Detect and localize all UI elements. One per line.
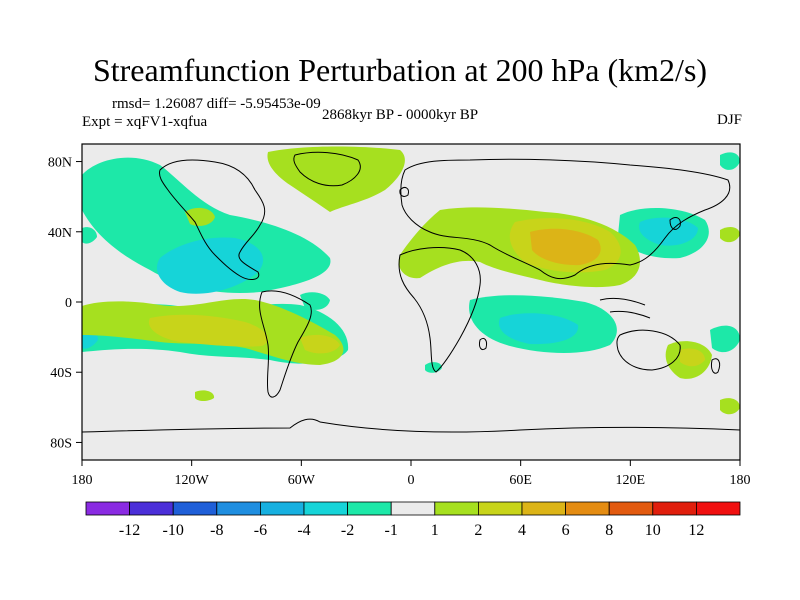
stats-line: rmsd= 1.26087 diff= -5.95453e-09 (112, 96, 321, 112)
contour-neg2-indian (498, 313, 579, 345)
contour-field (82, 146, 740, 415)
lon-tick-label: 120E (616, 473, 646, 488)
colorbar-swatch (696, 501, 741, 516)
colorbar-label: 10 (645, 522, 661, 539)
colorbar-swatch (303, 501, 348, 516)
colorbar-swatch (216, 501, 261, 516)
axis-ticks (76, 161, 741, 466)
colorbar-label: 2 (474, 522, 482, 539)
colorbar-swatch (85, 501, 130, 516)
colorbar-label: 4 (518, 522, 526, 539)
chart-title: Streamfunction Perturbation at 200 hPa (… (92, 52, 708, 88)
colorbar-swatch (259, 501, 305, 516)
colorbar-label: -4 (297, 522, 310, 539)
coast-north-america (159, 159, 266, 280)
coast-australia (616, 329, 681, 371)
contour-pos2-south-atlantic (300, 334, 340, 354)
colorbar-swatch (434, 501, 479, 516)
colorbar-swatch (129, 501, 174, 516)
colorbar-swatch (347, 501, 392, 516)
lon-tick-label: 120W (175, 473, 210, 488)
coast-africa (398, 247, 481, 373)
coast-south-america (259, 290, 312, 398)
coast-antarctica (82, 418, 740, 433)
experiment-label: Expt = xqFV1-xqfua (82, 114, 208, 130)
colorbar-swatch (565, 501, 610, 516)
colorbar-swatch (521, 501, 566, 516)
colorbar: -12 -10 -8 -6 -4 -2 -1 1 2 4 6 8 10 12 (85, 501, 741, 539)
contour-neg2-japan (639, 217, 698, 246)
axis-tick-labels: 180 120W 60W 0 60E 120E 180 80N 40N 0 40S 80S (48, 156, 751, 488)
colorbar-swatch (172, 501, 218, 516)
lat-tick-label: 40N (48, 226, 72, 241)
coast-japan (669, 217, 681, 230)
colorbar-label: -12 (119, 522, 140, 539)
lon-tick-label: 60E (509, 473, 532, 488)
lon-tick-label: 180 (730, 473, 751, 488)
lat-tick-label: 0 (65, 296, 72, 311)
contour-neg2-central-america (156, 237, 264, 294)
contour-pos4-asia (530, 228, 601, 266)
colorbar-label: -6 (254, 522, 267, 539)
period-label: 2868kyr BP - 0000kyr BP (322, 107, 479, 123)
coastlines (82, 151, 740, 433)
contour-pos1-east-pacific (720, 227, 740, 243)
lon-tick-label: 180 (72, 473, 93, 488)
contour-neg1-north-pacific (720, 152, 740, 170)
colorbar-label: 12 (688, 522, 704, 539)
lat-tick-label: 80S (50, 436, 72, 451)
coast-uk (399, 187, 409, 197)
colorbar-swatch (390, 501, 436, 516)
contour-neg1-east-atlantic (300, 292, 330, 310)
colorbar-label: -1 (385, 522, 398, 539)
colorbar-swatch (608, 501, 654, 516)
contour-neg1-pacific (82, 157, 331, 294)
coast-indonesia (599, 297, 651, 319)
lat-tick-label: 80N (48, 156, 72, 171)
coast-madagascar (479, 337, 487, 351)
contour-pos2-australia (680, 348, 705, 367)
contour-neg1-east-pacific (82, 227, 97, 244)
coast-new-zealand (711, 358, 721, 374)
colorbar-label: 6 (562, 522, 570, 539)
coast-eurasia (400, 158, 731, 280)
colorbar-label: 8 (605, 522, 613, 539)
colorbar-label: 1 (431, 522, 439, 539)
coast-greenland (293, 151, 361, 187)
season-label: DJF (716, 112, 742, 128)
colorbar-label: -2 (341, 522, 354, 539)
contour-pos1-south-pacific (720, 398, 740, 415)
contour-pos1-greenland (267, 146, 405, 212)
colorbar-swatch (477, 501, 523, 516)
contour-neg1-tasman (710, 325, 740, 353)
colorbar-label: -10 (163, 522, 184, 539)
lat-tick-label: 40S (50, 366, 72, 381)
colorbar-swatch (652, 501, 697, 516)
contour-pos1-south-atlantic (195, 390, 215, 401)
contour-pos1-atlantic-blob (185, 207, 215, 226)
lon-tick-label: 60W (288, 473, 316, 488)
lon-tick-label: 0 (408, 473, 415, 488)
colorbar-label: -8 (210, 522, 223, 539)
contour-pos2-south-america (148, 314, 268, 347)
